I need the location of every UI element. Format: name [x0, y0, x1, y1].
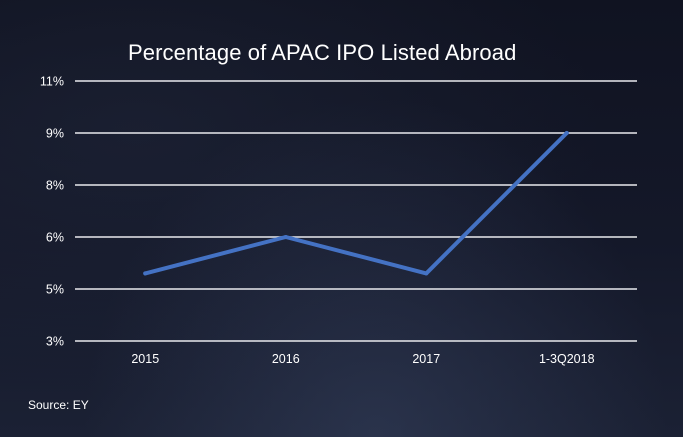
y-tick-label: 11%	[40, 75, 64, 89]
series-line	[143, 131, 569, 276]
y-tick-label: 8%	[46, 179, 64, 193]
chart-title: Percentage of APAC IPO Listed Abroad	[128, 40, 517, 65]
x-tick-label: 2015	[131, 352, 159, 366]
x-tick-label: 1-3Q2018	[539, 352, 595, 366]
x-tick-label: 2016	[272, 352, 300, 366]
data-series	[143, 131, 569, 276]
x-tick-label: 2017	[412, 352, 440, 366]
x-axis-ticks: 2015 2016 2017 1-3Q2018	[131, 352, 594, 366]
data-point	[564, 131, 569, 135]
data-point	[143, 271, 148, 276]
y-tick-label: 9%	[46, 127, 64, 141]
source-note: Source: EY	[28, 398, 89, 412]
y-tick-label: 6%	[46, 231, 64, 245]
y-axis-ticks: 3% 5% 6% 8% 9% 11%	[40, 75, 64, 349]
y-tick-label: 5%	[46, 283, 64, 297]
gridlines	[75, 80, 637, 342]
data-point	[283, 235, 288, 239]
data-point	[424, 271, 429, 276]
y-tick-label: 3%	[46, 335, 64, 349]
